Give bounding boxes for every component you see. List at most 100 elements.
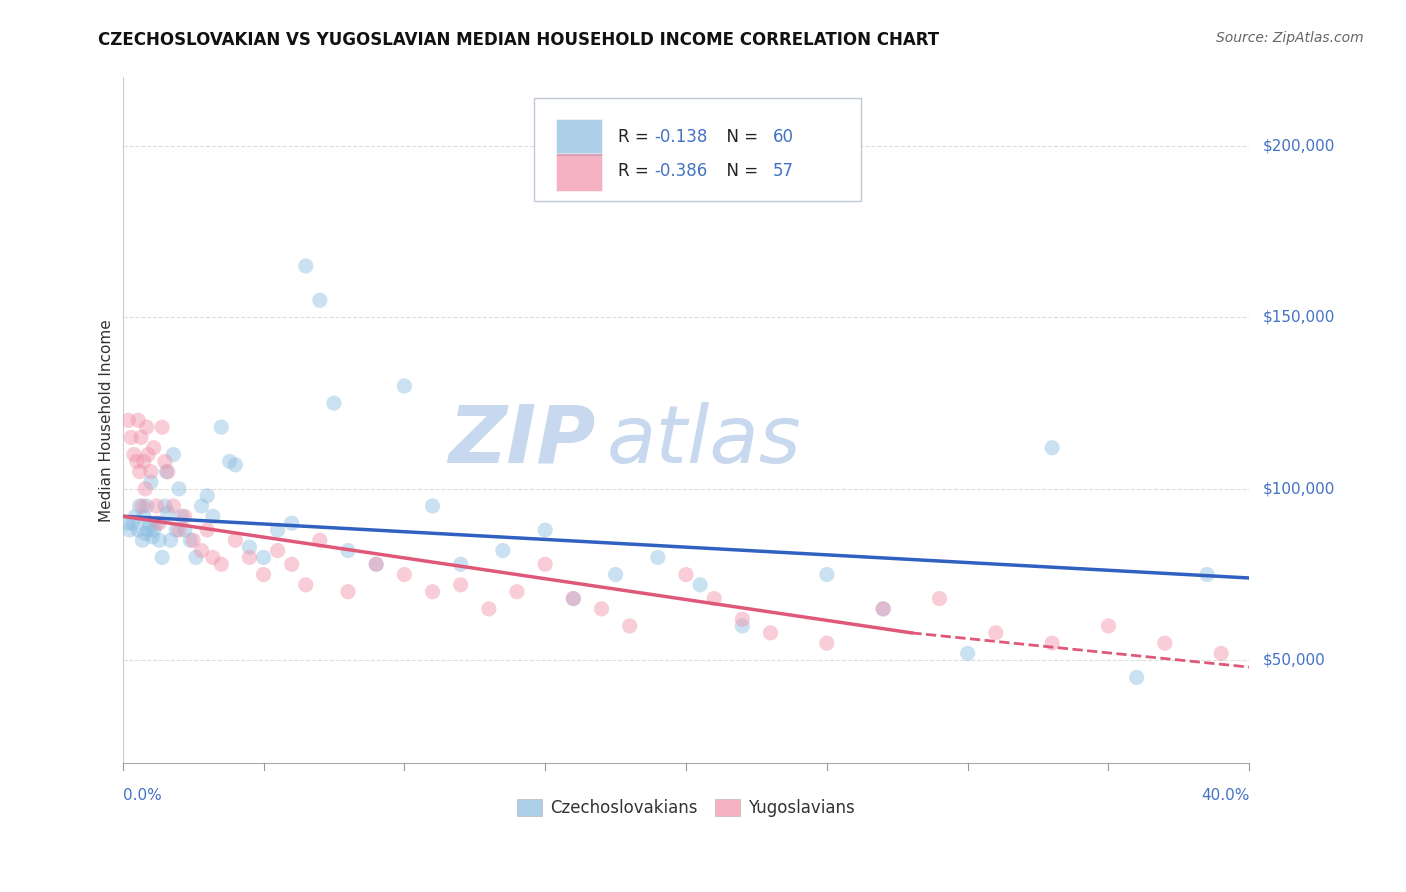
Point [478,602,501,616]
Point [159,533,181,548]
Point [238,550,260,565]
Point [142,441,165,455]
Point [124,509,146,524]
Point [1197,567,1219,582]
Point [394,567,416,582]
Text: $150,000: $150,000 [1263,310,1336,325]
Point [170,509,193,524]
Point [136,523,159,537]
Point [148,533,170,548]
Point [280,516,302,530]
Bar [557,153,602,191]
Point [181,533,204,548]
Text: Source: ZipAtlas.com: Source: ZipAtlas.com [1216,31,1364,45]
Point [190,543,212,558]
Point [150,550,173,565]
Text: -0.386: -0.386 [654,162,707,180]
Point [562,591,585,606]
Point [155,465,177,479]
Point [153,454,176,468]
Point [731,612,754,626]
Point [323,396,346,410]
Point [162,448,184,462]
Point [224,458,246,472]
Point [141,530,163,544]
Point [131,499,153,513]
Point [534,558,557,572]
Text: 0.0%: 0.0% [122,789,162,803]
Point [134,526,156,541]
Point [422,584,444,599]
Point [179,533,201,548]
Point [703,591,725,606]
Text: 40.0%: 40.0% [1201,789,1250,803]
Text: $100,000: $100,000 [1263,482,1336,496]
Point [252,550,274,565]
Text: $200,000: $200,000 [1263,138,1336,153]
Point [1040,441,1063,455]
Point [759,625,782,640]
Point [135,420,157,434]
Point [591,602,613,616]
Text: atlas: atlas [607,402,801,480]
Text: CZECHOSLOVAKIAN VS YUGOSLAVIAN MEDIAN HOUSEHOLD INCOME CORRELATION CHART: CZECHOSLOVAKIAN VS YUGOSLAVIAN MEDIAN HO… [98,31,939,49]
Point [195,523,218,537]
Point [167,482,190,496]
Point [142,523,165,537]
Bar [557,119,602,156]
Point [139,465,162,479]
Point [153,499,176,513]
Point [132,454,155,468]
Point [125,454,148,468]
Text: ZIP: ZIP [449,402,596,480]
Point [120,430,142,444]
Text: N =: N = [717,162,763,180]
Point [1097,619,1119,633]
Point [201,509,224,524]
Point [562,591,585,606]
Point [128,465,150,479]
Point [872,602,894,616]
Point [534,523,557,537]
Point [127,523,149,537]
Point [294,578,316,592]
Point [162,499,184,513]
Point [450,578,472,592]
Point [1040,636,1063,650]
Point [132,509,155,524]
Point [134,482,156,496]
Point [815,636,838,650]
Text: N =: N = [717,128,763,146]
Text: -0.138: -0.138 [654,128,707,146]
Point [337,584,360,599]
Point [675,567,697,582]
Point [366,558,388,572]
Point [815,567,838,582]
Point [117,516,139,530]
Point [139,475,162,489]
Point [872,602,894,616]
Point [117,413,139,427]
Point [308,293,330,308]
Point [128,499,150,513]
Point [150,420,173,434]
Point [984,625,1007,640]
Text: R =: R = [619,162,654,180]
Point [209,420,232,434]
Point [173,509,195,524]
Point [131,533,153,548]
Point [605,567,627,582]
Point [366,558,388,572]
Point [129,430,152,444]
Point [492,543,515,558]
Text: $50,000: $50,000 [1263,653,1326,668]
Point [1211,647,1233,661]
Point [148,516,170,530]
Point [190,499,212,513]
Point [731,619,754,633]
Point [1153,636,1175,650]
Point [619,619,641,633]
Point [450,558,472,572]
Point [218,454,240,468]
Point [138,516,160,530]
